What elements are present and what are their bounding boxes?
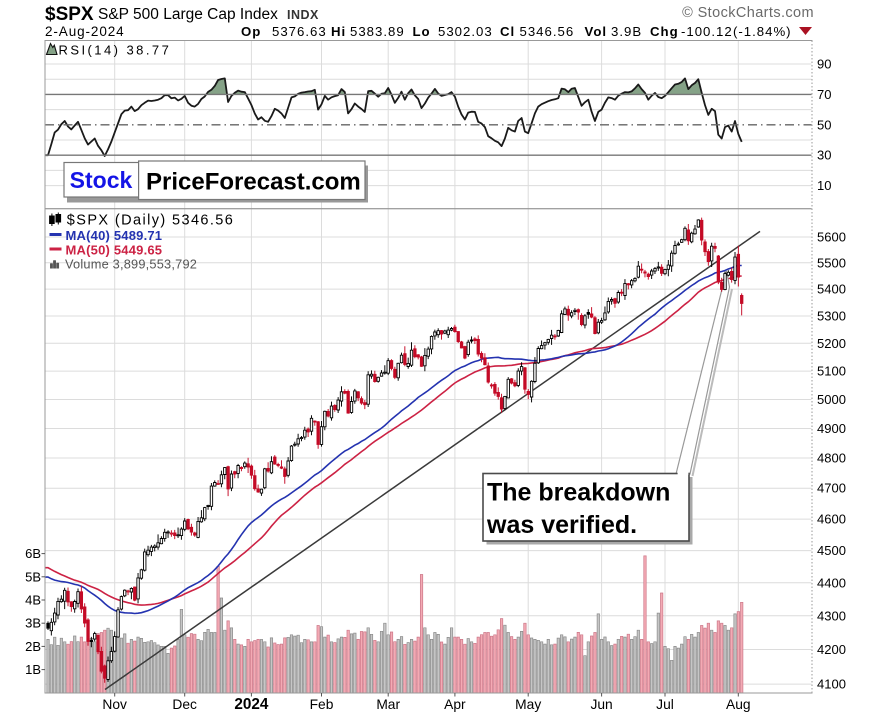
- svg-text:5000: 5000: [817, 392, 846, 407]
- svg-text:5200: 5200: [817, 336, 846, 351]
- svg-text:4400: 4400: [817, 575, 846, 590]
- svg-text:4800: 4800: [817, 451, 846, 466]
- svg-text:5500: 5500: [817, 255, 846, 270]
- svg-text:Mar: Mar: [376, 697, 400, 712]
- svg-text:The breakdown: The breakdown: [487, 479, 670, 507]
- svg-text:4600: 4600: [817, 512, 846, 527]
- svg-text:1B: 1B: [25, 662, 41, 677]
- svg-text:5600: 5600: [817, 230, 846, 245]
- svg-text:$SPX: $SPX: [45, 4, 94, 25]
- svg-text:70: 70: [817, 87, 831, 102]
- svg-text:Aug: Aug: [726, 697, 751, 712]
- svg-text:4100: 4100: [817, 677, 846, 692]
- svg-text:was verified.: was verified.: [486, 511, 637, 539]
- svg-text:MA(40) 5489.71: MA(40) 5489.71: [66, 228, 163, 243]
- svg-text:6B: 6B: [25, 546, 41, 561]
- svg-text:4B: 4B: [25, 593, 41, 608]
- svg-text:2-Aug-2024: 2-Aug-2024: [45, 24, 125, 39]
- svg-text:$SPX (Daily) 5346.56: $SPX (Daily) 5346.56: [67, 213, 234, 229]
- svg-text:Nov: Nov: [102, 697, 127, 712]
- svg-text:Apr: Apr: [444, 697, 466, 712]
- svg-text:4200: 4200: [817, 642, 846, 657]
- svg-text:INDX: INDX: [287, 8, 319, 22]
- svg-text:4700: 4700: [817, 481, 846, 496]
- svg-text:5100: 5100: [817, 364, 846, 379]
- svg-text:5B: 5B: [25, 569, 41, 584]
- svg-text:90: 90: [817, 57, 831, 72]
- svg-text:5400: 5400: [817, 282, 846, 297]
- svg-text:3B: 3B: [25, 616, 41, 631]
- svg-text:© StockCharts.com: © StockCharts.com: [682, 5, 814, 21]
- svg-text:4300: 4300: [817, 608, 846, 623]
- svg-text:Stock: Stock: [70, 167, 133, 193]
- svg-text:MA(50) 5449.65: MA(50) 5449.65: [66, 243, 163, 258]
- svg-text:PriceForecast.com: PriceForecast.com: [146, 169, 361, 196]
- svg-text:Feb: Feb: [310, 697, 334, 712]
- svg-text:Volume 3,899,553,792: Volume 3,899,553,792: [65, 257, 197, 272]
- svg-text:4500: 4500: [817, 543, 846, 558]
- svg-text:30: 30: [817, 148, 831, 163]
- svg-text:Jun: Jun: [590, 697, 612, 712]
- svg-text:Jul: Jul: [656, 697, 674, 712]
- svg-text:Dec: Dec: [172, 697, 197, 712]
- svg-text:4900: 4900: [817, 421, 846, 436]
- svg-text:50: 50: [817, 117, 831, 132]
- svg-text:5300: 5300: [817, 309, 846, 324]
- svg-text:10: 10: [817, 178, 831, 193]
- svg-text:May: May: [515, 697, 541, 712]
- svg-text:2024: 2024: [234, 696, 269, 713]
- svg-text:RSI(14) 38.77: RSI(14) 38.77: [59, 43, 172, 58]
- svg-text:S&P 500 Large Cap Index: S&P 500 Large Cap Index: [98, 6, 278, 23]
- svg-text:2B: 2B: [25, 639, 41, 654]
